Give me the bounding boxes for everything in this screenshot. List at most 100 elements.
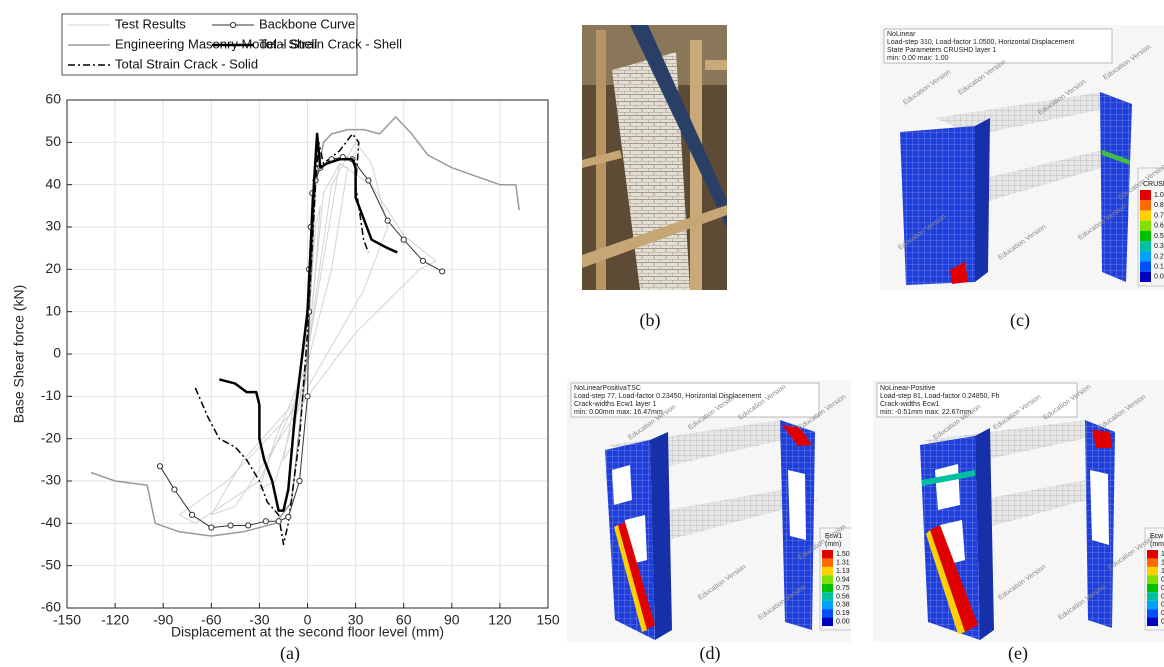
colorbar-swatch (822, 600, 833, 610)
colorbar-title: Ecw (1150, 533, 1164, 540)
colorbar-swatch (822, 583, 833, 593)
colorbar-swatch (1140, 261, 1151, 272)
colorbar-title: (mm (1150, 541, 1164, 548)
crack-band (926, 530, 965, 634)
plot-frame (66, 99, 549, 609)
cracked-zone (935, 464, 960, 510)
wall-side (650, 432, 672, 640)
data-point (400, 236, 407, 243)
x-tick-label: 90 (444, 612, 460, 628)
info-box (570, 382, 820, 418)
colorbar-swatch (1140, 241, 1151, 252)
colorbar-label: 0.9 (1161, 576, 1164, 583)
colorbar-swatch (1140, 210, 1151, 221)
colorbar-label: 0.6 (1154, 223, 1164, 230)
colorbar-label: 1.0 (1154, 192, 1164, 199)
panel-caption: (e) (1008, 643, 1028, 664)
x-tick-label: -150 (53, 612, 81, 628)
y-tick-label: -50 (41, 556, 61, 572)
colorbar-label: 0.56 (836, 593, 850, 600)
legend-label: Total Strain Crack - Solid (115, 56, 258, 71)
steel-beam (630, 25, 727, 228)
data-point (304, 393, 311, 400)
colorbar-swatch (1147, 558, 1158, 567)
info-text: Load-step 310, Load-factor 1.0500, Horiz… (887, 39, 1074, 46)
x-tick-label: 150 (536, 612, 560, 628)
y-tick-label: -10 (41, 387, 61, 403)
crack-band (922, 470, 975, 486)
legend-marker (229, 21, 237, 29)
colorbar-swatch (1147, 617, 1158, 626)
colorbar-swatch (1147, 550, 1158, 559)
colorbar-swatch (822, 575, 833, 584)
data-point (188, 511, 196, 518)
colorbar-label: 1.3 (1161, 560, 1164, 567)
colorbar-swatch (822, 617, 833, 626)
timber-beam (705, 60, 727, 70)
legend-label: Total Strain Crack - Shell (259, 36, 402, 51)
x-tick-label: 30 (348, 612, 364, 628)
colorbar-frame (1137, 167, 1164, 287)
info-text: Crack-widths Ecw1 layer 1 (574, 401, 657, 408)
colorbar-label: 0.1 (1154, 264, 1164, 271)
y-axis-label: Base Shear force (kN) (11, 285, 27, 424)
colorbar-swatch (1140, 271, 1151, 282)
colorbar-title: Ecw1 (825, 533, 842, 540)
data-point (275, 518, 282, 525)
colorbar-label: 0.75 (836, 585, 850, 592)
colorbar-label: 0.1 (1161, 610, 1164, 617)
colorbar-label: 0.0 (1161, 619, 1164, 626)
wall-mesh (900, 126, 975, 285)
colorbar-swatch (822, 550, 833, 559)
crack-band (930, 525, 978, 632)
data-point (296, 477, 303, 485)
x-tick-label: -60 (201, 612, 221, 628)
info-text: NoLinearPositivaTSC (574, 385, 641, 392)
series-line (194, 133, 370, 546)
data-point (227, 522, 234, 529)
timber-brace (582, 205, 727, 268)
series-line (178, 141, 437, 524)
y-tick-label: 30 (45, 218, 61, 234)
data-point (285, 513, 292, 521)
info-text: min: 0.00mm max: 16.47mm (574, 409, 663, 416)
timber-brace (582, 150, 622, 168)
data-point (262, 518, 269, 525)
data-point (439, 268, 446, 275)
colorbar-label: 1.50 (836, 551, 850, 558)
x-axis-label: Displacement at the second floor level (… (171, 624, 444, 640)
x-tick-label: -120 (101, 612, 129, 628)
y-tick-label: 10 (45, 302, 61, 318)
cracked-zone (612, 465, 632, 505)
y-tick-label: -20 (41, 429, 61, 445)
panel-caption: (a) (280, 643, 300, 664)
colorbar-label: 0.94 (836, 576, 850, 583)
colorbar-label: 0.7 (1154, 212, 1164, 219)
timber-post (690, 40, 702, 290)
colorbar-label: 0.3 (1154, 243, 1164, 250)
y-tick-label: 40 (45, 175, 61, 191)
y-tick-label: 0 (53, 345, 61, 361)
colorbar-swatch (822, 558, 833, 567)
colorbar-swatch (1140, 190, 1151, 201)
legend-label: Test Results (115, 16, 186, 31)
info-text: min: -0.51mm max: 22.67mm (880, 409, 971, 416)
cracked-zone (1090, 470, 1109, 545)
y-tick-label: -30 (41, 472, 61, 488)
panel-caption: (c) (1010, 310, 1030, 331)
data-point (419, 257, 427, 264)
colorbar-title: CRUSH (1143, 181, 1164, 188)
data-point (384, 217, 391, 224)
colorbar-label: 0.7 (1161, 585, 1164, 592)
x-tick-label: -90 (153, 612, 173, 628)
crush-band (1102, 150, 1130, 165)
data-point (245, 522, 252, 529)
legend-box (61, 13, 358, 76)
series-line (90, 116, 520, 537)
colorbar-label: 0.5 (1154, 233, 1164, 240)
y-tick-label: 50 (45, 133, 61, 149)
